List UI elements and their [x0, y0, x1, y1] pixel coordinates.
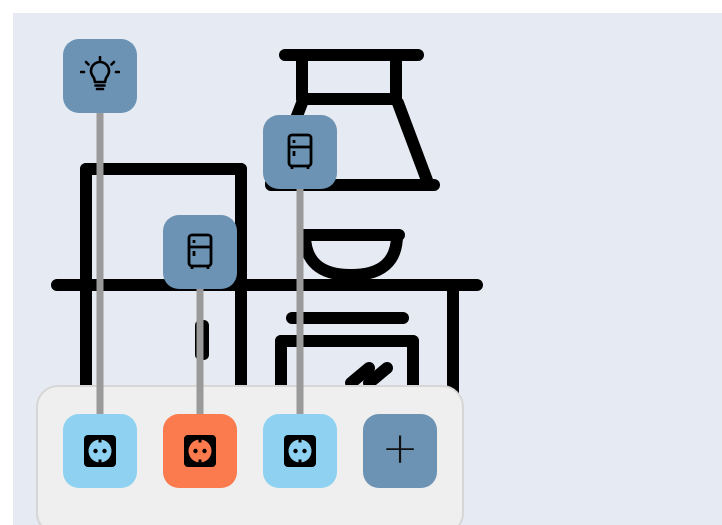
fridge-icon — [187, 233, 213, 269]
socket-3[interactable] — [263, 414, 337, 488]
power-socket-icon — [84, 435, 116, 467]
socket-2[interactable] — [163, 414, 237, 488]
device-light-bulb[interactable] — [63, 39, 137, 113]
add-socket-button[interactable]: + — [363, 414, 437, 488]
device-fridge-1[interactable] — [163, 215, 237, 289]
power-socket-icon — [284, 435, 316, 467]
socket-1[interactable] — [63, 414, 137, 488]
fridge-icon — [287, 133, 313, 169]
power-socket-icon — [184, 435, 216, 467]
device-fridge-2[interactable] — [263, 115, 337, 189]
kitchen-stage: + — [13, 13, 722, 525]
light-bulb-icon — [80, 56, 120, 91]
plus-icon: + — [381, 423, 419, 474]
socket-tray: + — [36, 385, 464, 525]
